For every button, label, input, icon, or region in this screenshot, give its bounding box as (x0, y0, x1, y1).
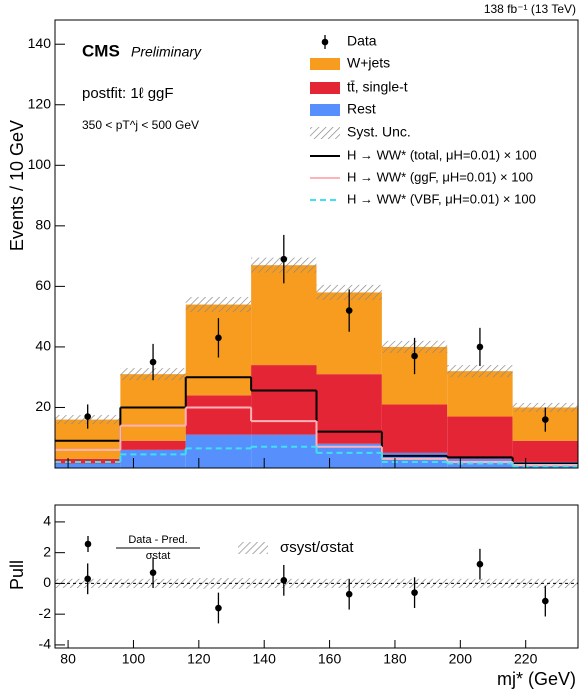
annotation: 350 < pT^j < 500 GeV (82, 118, 199, 132)
y-tick-label: 120 (28, 95, 52, 111)
legend-symbol (310, 58, 340, 70)
x-tick-label: 180 (383, 651, 407, 667)
syst-band (185, 296, 252, 313)
legend-label: H → WW* (VBF, μH=0.01) × 100 (347, 191, 536, 206)
legend-symbol (238, 542, 268, 554)
legend-symbol (310, 104, 340, 116)
stack-segment (381, 404, 448, 453)
x-tick-label: 100 (122, 651, 146, 667)
y-tick-label: 4 (43, 513, 51, 529)
legend-label: Rest (347, 101, 376, 117)
data-point (411, 352, 418, 360)
y-tick-label: 0 (43, 574, 51, 590)
pull-point (542, 597, 549, 605)
plot-frame (54, 504, 579, 649)
data-point (476, 343, 484, 351)
legend-label: Data (347, 33, 377, 49)
y-axis-label: Pull (7, 560, 27, 590)
x-tick-label: 80 (60, 651, 76, 667)
stack-segment (512, 440, 578, 462)
legend-label: Data - Pred. (128, 534, 187, 546)
stack-segment (447, 371, 513, 417)
stack-segment (120, 449, 186, 468)
pull-point (476, 560, 484, 568)
legend-label: H → WW* (total, μH=0.01) × 100 (347, 147, 537, 162)
stack-segment (251, 434, 317, 468)
lumi-label: 138 fb⁻¹ (13 TeV) (484, 2, 576, 16)
x-tick-label: 200 (449, 651, 473, 667)
syst-band (512, 578, 578, 589)
y-axis-label: Events / 10 GeV (7, 120, 27, 251)
data-point (149, 358, 157, 366)
stack-segment (120, 440, 186, 450)
legend-label: tt̄, single-t (347, 79, 408, 95)
preliminary-label: Preliminary (131, 44, 202, 60)
legend-label: Syst. Unc. (347, 124, 411, 140)
pull-point (149, 569, 157, 576)
x-tick-label: 140 (253, 651, 277, 667)
legend-symbol (321, 38, 329, 46)
x-tick-label: 220 (514, 651, 538, 667)
stack-segment (447, 416, 513, 459)
syst-band (447, 365, 513, 378)
legend-symbol (84, 540, 92, 548)
pull-point (84, 575, 91, 583)
data-point (215, 334, 222, 342)
data-point (84, 413, 91, 420)
data-point (280, 255, 288, 263)
x-axis-label: mj* (GeV) (497, 669, 576, 689)
y-tick-label: 40 (35, 338, 51, 354)
legend-symbol (310, 127, 340, 139)
pull-point (411, 589, 418, 596)
legend-symbol (310, 82, 340, 94)
y-tick-label: -2 (39, 605, 52, 621)
y-tick-label: 80 (35, 217, 51, 233)
y-tick-label: 140 (28, 35, 52, 51)
y-tick-label: 20 (35, 398, 51, 414)
syst-band (447, 578, 513, 589)
cms-label: CMS (82, 41, 120, 60)
y-tick-label: 60 (35, 277, 51, 293)
legend-label: σstat (146, 550, 171, 562)
y-tick-label: 2 (43, 543, 51, 559)
legend-label: H → WW* (ggF, μH=0.01) × 100 (347, 169, 533, 184)
stack-segment (251, 365, 317, 435)
stack-segment (316, 443, 382, 468)
stack-segment (185, 395, 252, 435)
annotation: postfit: 1ℓ ggF (82, 85, 174, 102)
data-point (542, 416, 549, 423)
pull-point (345, 590, 353, 598)
y-tick-label: 100 (28, 156, 52, 172)
x-tick-label: 160 (318, 651, 342, 667)
pull-point (215, 604, 222, 612)
legend-label: W+jets (347, 55, 390, 71)
x-tick-label: 120 (187, 651, 211, 667)
data-point (345, 307, 353, 314)
stack-segment (316, 374, 382, 444)
plot-frame (54, 19, 579, 469)
stack-segment (55, 463, 121, 468)
pull-point (280, 577, 288, 584)
legend-label: σsyst/σstat (280, 539, 354, 556)
stack-segment (185, 434, 252, 468)
y-tick-label: -4 (39, 636, 52, 652)
